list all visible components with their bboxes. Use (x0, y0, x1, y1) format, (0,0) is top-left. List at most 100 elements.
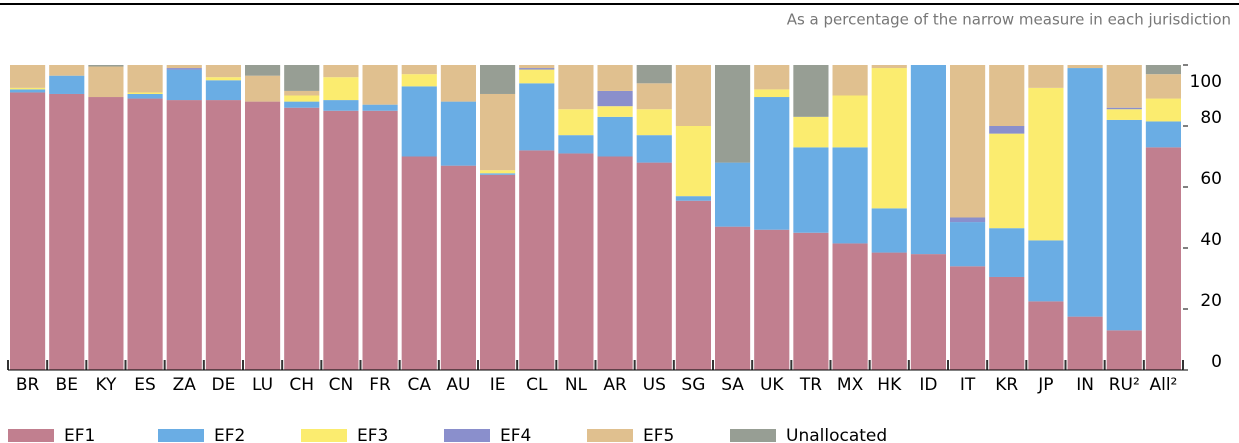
x-tick-label: RU² (1109, 375, 1140, 395)
bar-segment (1145, 98, 1181, 122)
legend-swatch (587, 429, 633, 442)
x-tick-label: ZA (173, 375, 197, 395)
bar-segment (597, 90, 633, 107)
bar-segment (1028, 65, 1064, 88)
bar-segment (675, 65, 711, 126)
bar-segment (401, 74, 437, 87)
bar-segment (754, 89, 790, 98)
bar-segment (715, 65, 751, 163)
bar-segment (754, 65, 790, 90)
bar-segment (166, 68, 202, 70)
bar-segment (989, 65, 1025, 126)
legend-label: EF3 (357, 426, 388, 443)
bar-segment (480, 174, 516, 370)
x-tick-label: SG (681, 375, 705, 395)
y-tick-label: 20 (1200, 291, 1222, 311)
legend-swatch (8, 429, 54, 442)
bar-segment (1106, 330, 1142, 370)
bar-segment (1106, 107, 1142, 110)
x-tick-label: NL (565, 375, 588, 395)
x-tick-label: ID (919, 375, 937, 395)
bar-segment (793, 116, 829, 148)
x-tick-label: HK (877, 375, 902, 395)
bar-segment (597, 65, 633, 91)
bar-segment (989, 276, 1025, 370)
bar-segment (871, 208, 907, 253)
bar-segment (989, 133, 1025, 229)
x-tick-label: KY (95, 375, 117, 395)
legend-label: EF5 (643, 426, 674, 443)
x-tick-label: ES (134, 375, 156, 395)
bar-segment (950, 266, 986, 370)
legend-label: EF4 (500, 426, 531, 443)
bar-segment (49, 93, 85, 370)
x-tick-label: IE (490, 375, 506, 395)
x-tick-label: BE (56, 375, 78, 395)
bar-segment (166, 69, 202, 101)
bar-segment (754, 229, 790, 370)
legend-swatch (301, 429, 347, 442)
bar-segment (284, 95, 320, 102)
bar-segment (127, 93, 163, 99)
legend-swatch (730, 429, 776, 442)
bar-segment (127, 92, 163, 94)
x-tick-label: DE (211, 375, 235, 395)
bar-segment (205, 100, 241, 370)
x-tick-label: TR (799, 375, 822, 395)
plot-area (8, 34, 1183, 370)
bar-segment (10, 89, 46, 93)
bar-segment (558, 135, 594, 154)
bar-segment (1145, 147, 1181, 370)
bar-segment (480, 170, 516, 174)
bar-segment (910, 254, 946, 370)
bar-segment (1106, 119, 1142, 331)
bar-segment (636, 135, 672, 163)
bar-segment (1028, 87, 1064, 241)
bar-segment (10, 87, 46, 90)
bar-segment (519, 83, 555, 151)
bar-segment (440, 101, 476, 166)
bar-segment (49, 75, 85, 94)
bar-segment (245, 75, 281, 102)
bar-segment (1067, 65, 1103, 69)
bar-segment (166, 100, 202, 370)
bar-segment (1145, 65, 1181, 75)
bar-segment (401, 65, 437, 75)
bar-segment (323, 100, 359, 111)
bar-segment (675, 200, 711, 370)
x-tick-label: IT (960, 375, 976, 395)
bar-segment (832, 147, 868, 244)
bar-segment (989, 126, 1025, 134)
bar-segment (989, 228, 1025, 277)
y-tick-label: 80 (1200, 108, 1222, 128)
x-tick-label: AR (603, 375, 627, 395)
x-tick-label: All² (1149, 375, 1177, 395)
bar-segment (1067, 68, 1103, 317)
bar-segment (245, 101, 281, 370)
bar-segment (323, 110, 359, 370)
bar-segment (950, 217, 986, 223)
bar-segment (793, 147, 829, 233)
bar-segment (636, 109, 672, 136)
legend-label: Unallocated (786, 426, 887, 443)
x-tick-label: CA (408, 375, 432, 395)
x-tick-label: CN (329, 375, 354, 395)
x-tick-label: FR (369, 375, 391, 395)
chart-subtitle: As a percentage of the narrow measure in… (787, 11, 1231, 29)
x-tick-label: KR (995, 375, 1018, 395)
bar-segment (362, 110, 398, 370)
x-tick-label: SA (721, 375, 744, 395)
x-tick-label: CH (289, 375, 314, 395)
bar-segment (1067, 316, 1103, 370)
bar-segment (597, 106, 633, 117)
bar-segment (245, 65, 281, 76)
x-tick-label: JP (1037, 375, 1053, 395)
legend-label: EF1 (64, 426, 95, 443)
bar-segment (597, 156, 633, 370)
bar-segment (1145, 74, 1181, 99)
bar-segment (88, 65, 124, 67)
legend-label: EF2 (214, 426, 245, 443)
bar-segment (910, 65, 946, 255)
bar-segment (636, 162, 672, 370)
